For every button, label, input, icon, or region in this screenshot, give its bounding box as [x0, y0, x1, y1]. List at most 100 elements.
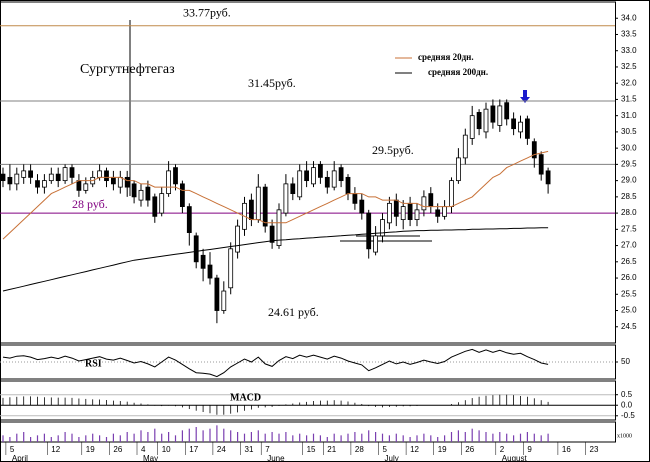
y-tick-label: 0.0	[621, 400, 633, 409]
candle-body	[179, 183, 185, 208]
annotation: 24.61 руб.	[268, 305, 319, 319]
x-tick-label: 10	[162, 445, 171, 454]
legend-label: средняя 200дн.	[428, 67, 488, 77]
y-tick-label: 25.0	[621, 306, 637, 315]
candle-body	[400, 206, 406, 220]
month-label: June	[267, 454, 285, 462]
candle-body	[69, 167, 75, 178]
candle-body	[35, 180, 40, 188]
y-tick-label: 27.5	[621, 224, 637, 233]
x-tick-label: 23	[590, 445, 599, 454]
y-tick-label: 26.0	[621, 273, 637, 282]
y-tick-label: 31.5	[621, 95, 637, 104]
candle-body	[159, 193, 165, 214]
volume-unit: x1000	[617, 433, 632, 439]
candle-body	[407, 202, 413, 220]
candle-body	[228, 248, 234, 289]
candle-body	[545, 170, 551, 185]
candle-body	[145, 186, 151, 201]
candle-body	[352, 193, 358, 204]
y-tick-label: 30.5	[621, 127, 637, 136]
y-tick-label: 34.0	[621, 13, 637, 22]
candle-body	[0, 173, 6, 182]
candle-body	[311, 167, 316, 185]
candle-body	[435, 209, 441, 217]
candle-body	[338, 167, 344, 182]
candle-body	[331, 170, 337, 188]
panel	[0, 421, 616, 443]
candle-body	[324, 176, 330, 188]
y-tick-label: 32.0	[621, 78, 637, 87]
candle-body	[304, 170, 310, 182]
y-tick-label: 29.5	[621, 159, 637, 168]
candle-body	[283, 183, 289, 214]
candle-body	[449, 180, 454, 208]
month-label: April	[12, 454, 28, 462]
candle-body	[483, 108, 489, 133]
candle-body	[476, 112, 482, 130]
candle-body	[442, 206, 448, 217]
candle-body	[62, 167, 68, 182]
rsi-label: RSI	[85, 358, 102, 369]
x-tick-label: 12	[410, 445, 419, 454]
y-tick-label: 33.0	[621, 46, 637, 55]
candle-body	[193, 235, 199, 263]
candle-body	[262, 186, 268, 227]
candle-body	[166, 170, 172, 195]
candle-body	[235, 225, 241, 253]
x-tick-label: 31	[245, 445, 254, 454]
candle-body	[290, 183, 296, 195]
candle-body	[97, 170, 102, 178]
candle-body	[531, 141, 537, 159]
candle-body	[138, 189, 144, 201]
candle-body	[366, 212, 372, 250]
candle-body	[393, 199, 399, 217]
candle-body	[518, 121, 523, 133]
candle-body	[21, 170, 27, 178]
y-tick-label: 31.0	[621, 111, 637, 120]
candle-body	[104, 170, 109, 182]
candle-body	[421, 196, 427, 211]
candle-body	[380, 219, 385, 237]
candle-body	[131, 183, 137, 198]
candle-body	[42, 180, 47, 188]
legend-label: средняя 20дн.	[418, 52, 474, 62]
y-tick-label: 26.5	[621, 257, 637, 266]
candle-body	[386, 202, 392, 224]
candle-body	[255, 186, 261, 220]
candle-body	[373, 235, 379, 253]
y-tick-label: 0.5	[621, 390, 633, 399]
candle-body	[7, 176, 13, 185]
candle-body	[186, 206, 192, 233]
candle-body	[317, 163, 323, 178]
y-tick-label: 28.0	[621, 208, 637, 217]
moving-average	[2, 227, 549, 292]
candle-body	[83, 183, 89, 191]
y-tick-label: 27.0	[621, 241, 637, 250]
x-tick-label: 9	[527, 445, 532, 454]
candle-body	[345, 176, 351, 195]
candle-body	[462, 134, 468, 159]
y-tick-label: 28.5	[621, 192, 637, 201]
y-tick-label: 30.0	[621, 143, 637, 152]
candle-body	[111, 176, 116, 185]
x-tick-label: 2	[500, 445, 505, 454]
x-tick-label: 5	[10, 445, 15, 454]
level-label: 28 руб.	[72, 197, 108, 211]
candle-body	[269, 225, 275, 243]
candle-body	[414, 209, 420, 220]
panel	[0, 380, 616, 421]
chart-title: Сургутнефтегаз	[80, 62, 175, 77]
candle-body	[504, 102, 510, 120]
level-label: 29.5руб.	[372, 143, 414, 157]
candle-body	[469, 115, 475, 139]
moving-average	[2, 150, 549, 240]
y-tick-label: 50	[621, 357, 630, 366]
y-tick-label: 24.5	[621, 322, 637, 331]
candle-body	[428, 193, 434, 208]
candle-body	[14, 173, 20, 185]
candle-body	[221, 290, 227, 311]
panel	[0, 1, 616, 344]
